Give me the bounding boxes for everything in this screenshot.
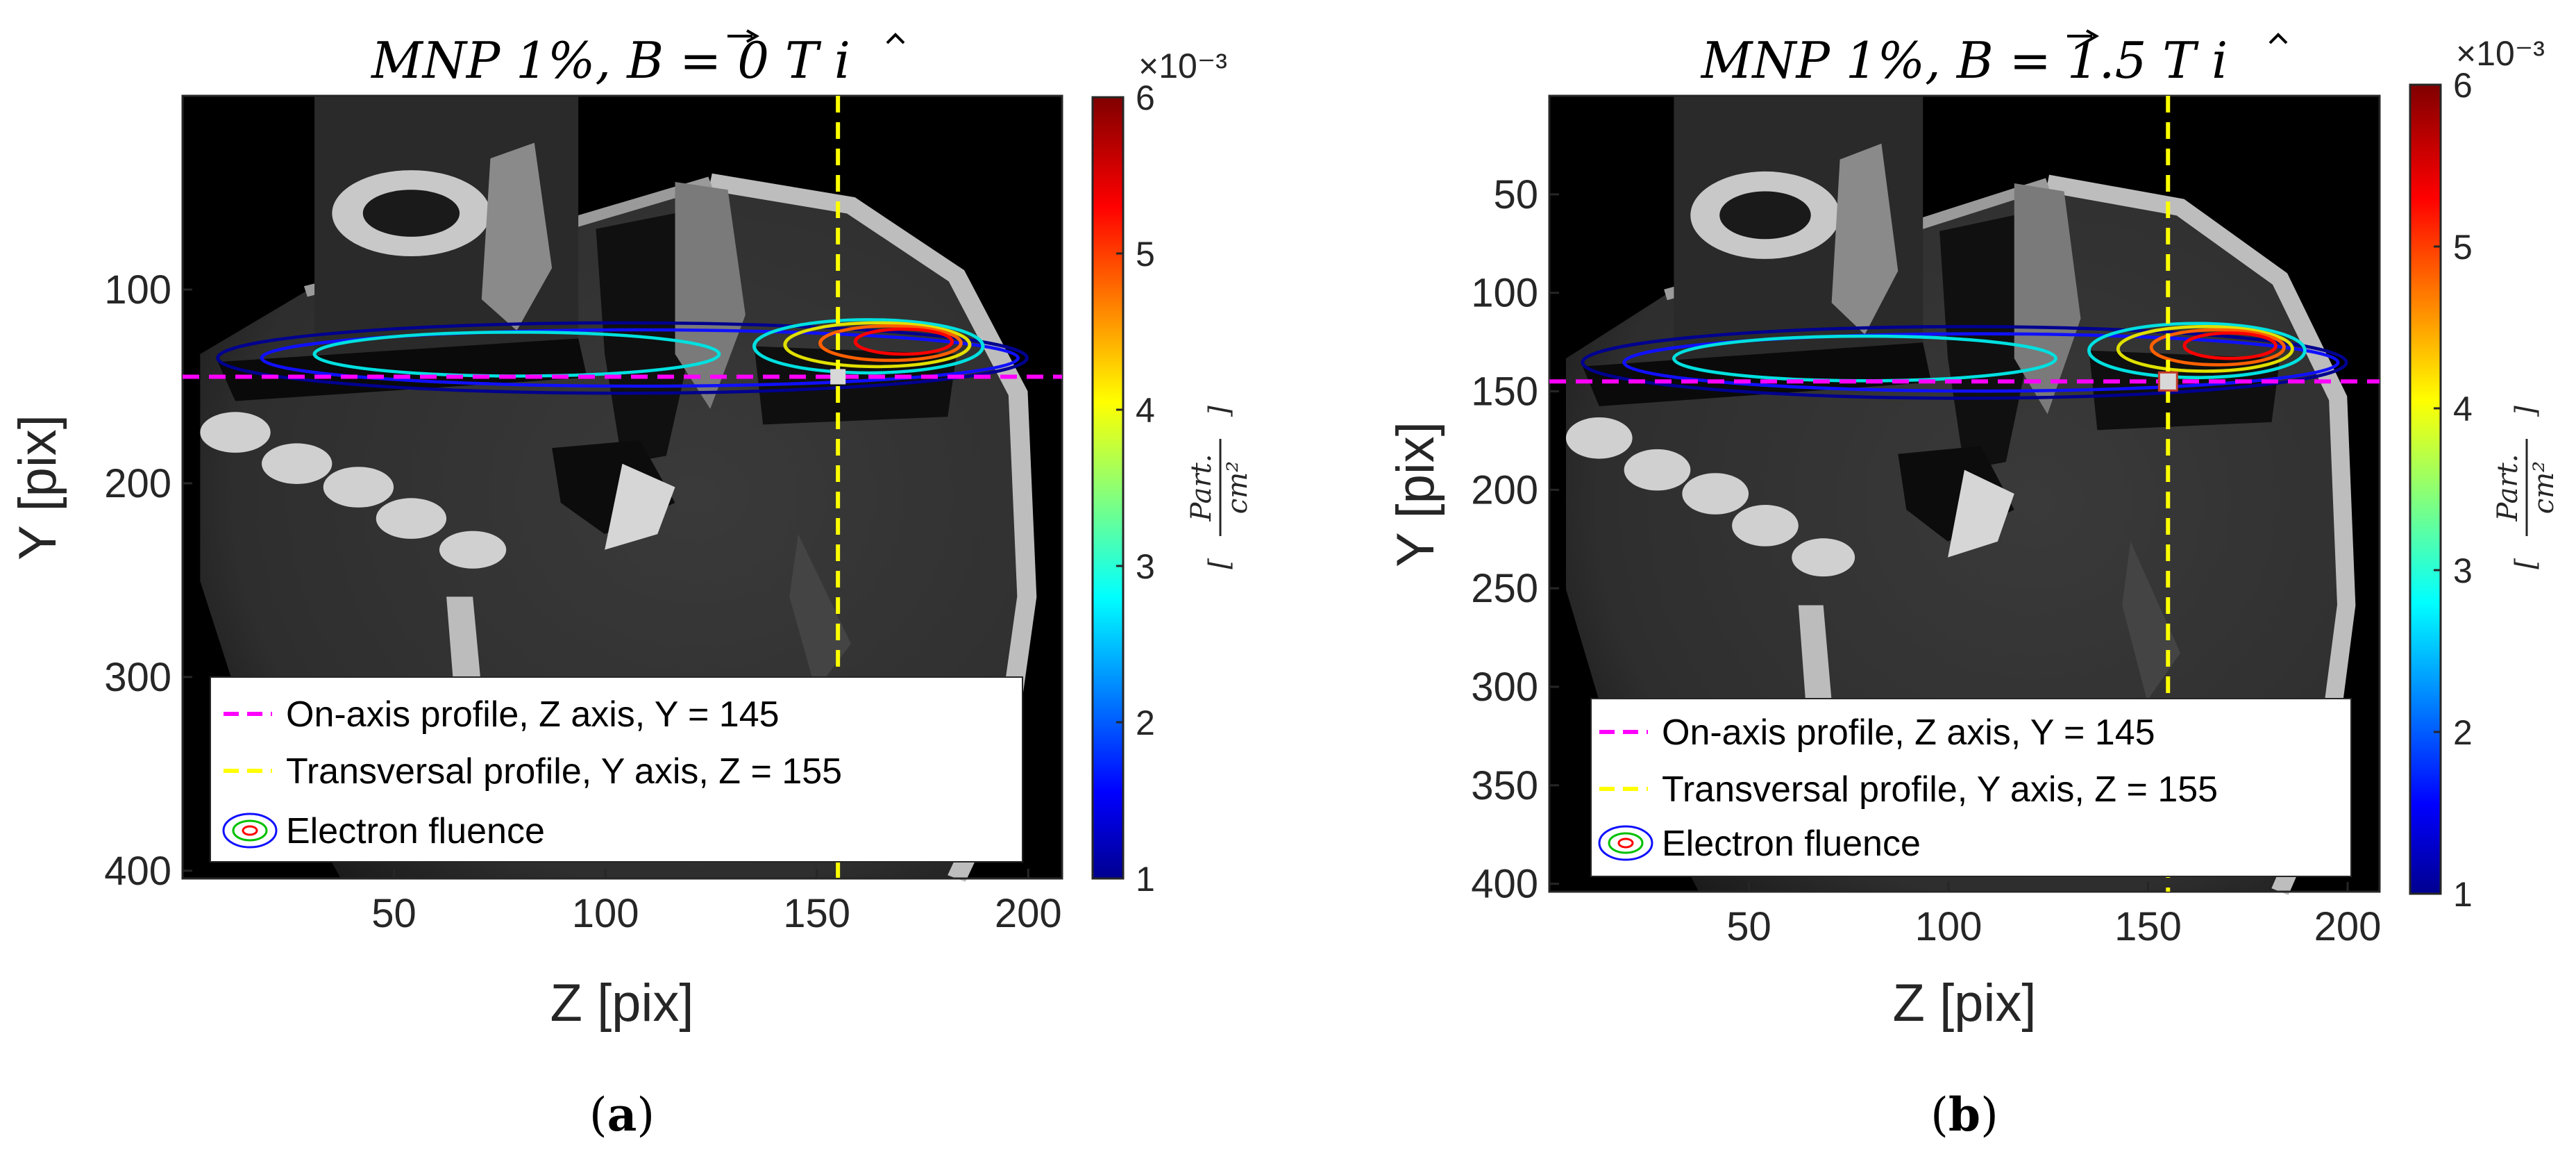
y-tick-label-b-150: 150 — [1471, 369, 1538, 414]
y-tick-label-b-200: 200 — [1471, 467, 1538, 512]
legend-transversal-label-a: Transversal profile, Y axis, Z = 155 — [286, 751, 842, 792]
cb-tick-label-a-5: 5 — [1136, 235, 1155, 274]
title-a-prefix: MNP 1%, — [370, 31, 627, 90]
legend-box-b — [1590, 698, 2352, 877]
x-label-a: Z [pix] — [550, 974, 694, 1033]
legend-b: On-axis profile, Z axis, Y = 145 Transve… — [1590, 698, 2352, 877]
vector-arrowhead-a — [746, 29, 760, 43]
cb-tick-label-a-1: 1 — [1136, 860, 1155, 899]
cb-unit-close-b: ] — [2510, 406, 2542, 417]
legend-transversal-label-b: Transversal profile, Y axis, Z = 155 — [1662, 769, 2218, 810]
y-tick-label-b-350: 350 — [1471, 763, 1538, 808]
cb-unit-den-b: cm² — [2528, 461, 2560, 514]
title-b: MNP 1%, B = 1.5 T i — [1700, 31, 2228, 90]
x-tick-label-b-100: 100 — [1915, 904, 1982, 949]
y-tick-label-a-400: 400 — [104, 849, 171, 894]
panel-label-a-letter: a — [607, 1088, 637, 1142]
x-axis-a: 50 100 150 200 — [371, 869, 1062, 936]
colorbar-unit-a: [ Part. cm² ] — [1186, 406, 1254, 569]
legend-a: On-axis profile, Z axis, Y = 145 Transve… — [210, 676, 1023, 862]
cb-tick-label-a-6: 6 — [1136, 78, 1155, 117]
legend-swatch-fluence-b — [1598, 825, 1653, 861]
colorbar-ticks-b: 1 2 3 4 5 6 — [2434, 66, 2473, 914]
legend-swatch-fluence-a — [222, 812, 278, 849]
cb-tick-label-a-2: 2 — [1136, 703, 1155, 742]
colorbar-multiplier-b: ×10⁻³ — [2456, 34, 2545, 73]
cb-tick-label-b-2: 2 — [2453, 713, 2473, 752]
vector-arrowhead-b — [2086, 29, 2100, 43]
colorbar-unit-b: [ Part. cm² ] — [2492, 406, 2560, 569]
y-tick-label-b-100: 100 — [1471, 271, 1538, 316]
y-tick-label-a-200: 200 — [104, 461, 171, 506]
title-b-eq: = 1.5 T — [1994, 31, 2212, 90]
y-label-b: Y [pix] — [1386, 422, 1445, 567]
cb-tick-label-b-1: 1 — [2453, 875, 2473, 914]
title-a-field: B — [625, 31, 664, 90]
profile-intersection-marker-a — [830, 369, 846, 385]
panel-b: 50 100 150 200 50 100 150 200 250 300 350 400 MNP … — [1386, 29, 2560, 1033]
colorbar-ticks-a: 1 2 3 4 5 6 — [1116, 78, 1155, 899]
y-tick-label-b-250: 250 — [1471, 566, 1538, 611]
cb-tick-label-b-4: 4 — [2453, 390, 2473, 428]
cb-unit-num-a: Part. — [1186, 454, 1218, 522]
panel-label-b: (b) — [1930, 1088, 1998, 1142]
colorbar-a — [1091, 96, 1125, 880]
legend-swatch-fluence-core-a — [242, 825, 258, 836]
x-tick-label-b-150: 150 — [2114, 904, 2182, 949]
title-b-field: B — [1955, 31, 1994, 90]
y-tick-label-b-400: 400 — [1471, 862, 1538, 907]
title-b-prefix: MNP 1%, — [1700, 31, 1957, 90]
legend-onaxis-label-b: On-axis profile, Z axis, Y = 145 — [1662, 712, 2155, 753]
plot-frame-a — [181, 94, 1063, 880]
colorbar-multiplier-a: ×10⁻³ — [1138, 47, 1227, 85]
x-axis-b: 50 100 150 200 — [1726, 882, 2381, 949]
cb-tick-label-a-4: 4 — [1136, 391, 1155, 430]
x-label-b: Z [pix] — [1893, 974, 2037, 1033]
y-label-a: Y [pix] — [8, 415, 67, 560]
y-axis-b: 50 100 150 200 250 300 350 400 — [1471, 172, 1559, 907]
x-tick-label-b-50: 50 — [1726, 904, 1771, 949]
plot-frame-b — [1548, 94, 2381, 893]
y-tick-label-b-300: 300 — [1471, 665, 1538, 710]
legend-fluence-label-a: Electron fluence — [286, 811, 545, 851]
y-tick-label-a-300: 300 — [104, 655, 171, 700]
legend-swatch-fluence-inner-a — [232, 819, 268, 842]
legend-fluence-label-b: Electron fluence — [1662, 824, 1921, 864]
panel-label-a: (a) — [589, 1088, 655, 1142]
profile-intersection-marker-b — [2157, 371, 2178, 392]
cb-unit-open-a: [ — [1204, 558, 1236, 569]
title-a: MNP 1%, B = 0 T i — [370, 31, 850, 90]
title-b-unit-vec: i — [2212, 31, 2228, 90]
title-a-unit-vec: i — [834, 31, 850, 90]
cb-tick-label-b-3: 3 — [2453, 551, 2473, 590]
y-tick-label-a-100: 100 — [104, 267, 171, 312]
cb-tick-label-a-3: 3 — [1136, 547, 1155, 586]
cb-tick-label-b-5: 5 — [2453, 228, 2473, 267]
x-tick-label-a-200: 200 — [995, 891, 1062, 936]
cb-unit-num-b: Part. — [2492, 454, 2524, 522]
unit-hat-b — [2268, 33, 2288, 44]
x-tick-label-a-150: 150 — [783, 891, 850, 936]
x-tick-label-b-200: 200 — [2314, 904, 2382, 949]
legend-swatch-fluence-inner-b — [1608, 832, 1644, 854]
y-tick-label-b-50: 50 — [1493, 172, 1538, 217]
cb-unit-den-a: cm² — [1222, 461, 1254, 514]
cb-tick-label-b-6: 6 — [2453, 66, 2473, 105]
panel-a: 50 100 150 200 100 200 300 400 MNP 1%, B = 0 T… — [8, 29, 1254, 1033]
y-axis-a: 100 200 300 400 — [104, 267, 192, 894]
x-tick-label-a-100: 100 — [572, 891, 639, 936]
cb-unit-open-b: [ — [2510, 558, 2542, 569]
unit-hat-a — [886, 33, 905, 44]
legend-box-a — [210, 676, 1023, 862]
x-tick-label-a-50: 50 — [371, 891, 416, 936]
legend-onaxis-label-a: On-axis profile, Z axis, Y = 145 — [286, 694, 780, 735]
cb-unit-close-a: ] — [1204, 406, 1236, 417]
colorbar-b — [2409, 83, 2442, 895]
panel-label-b-letter: b — [1948, 1088, 1980, 1142]
legend-swatch-fluence-core-b — [1617, 838, 1634, 849]
